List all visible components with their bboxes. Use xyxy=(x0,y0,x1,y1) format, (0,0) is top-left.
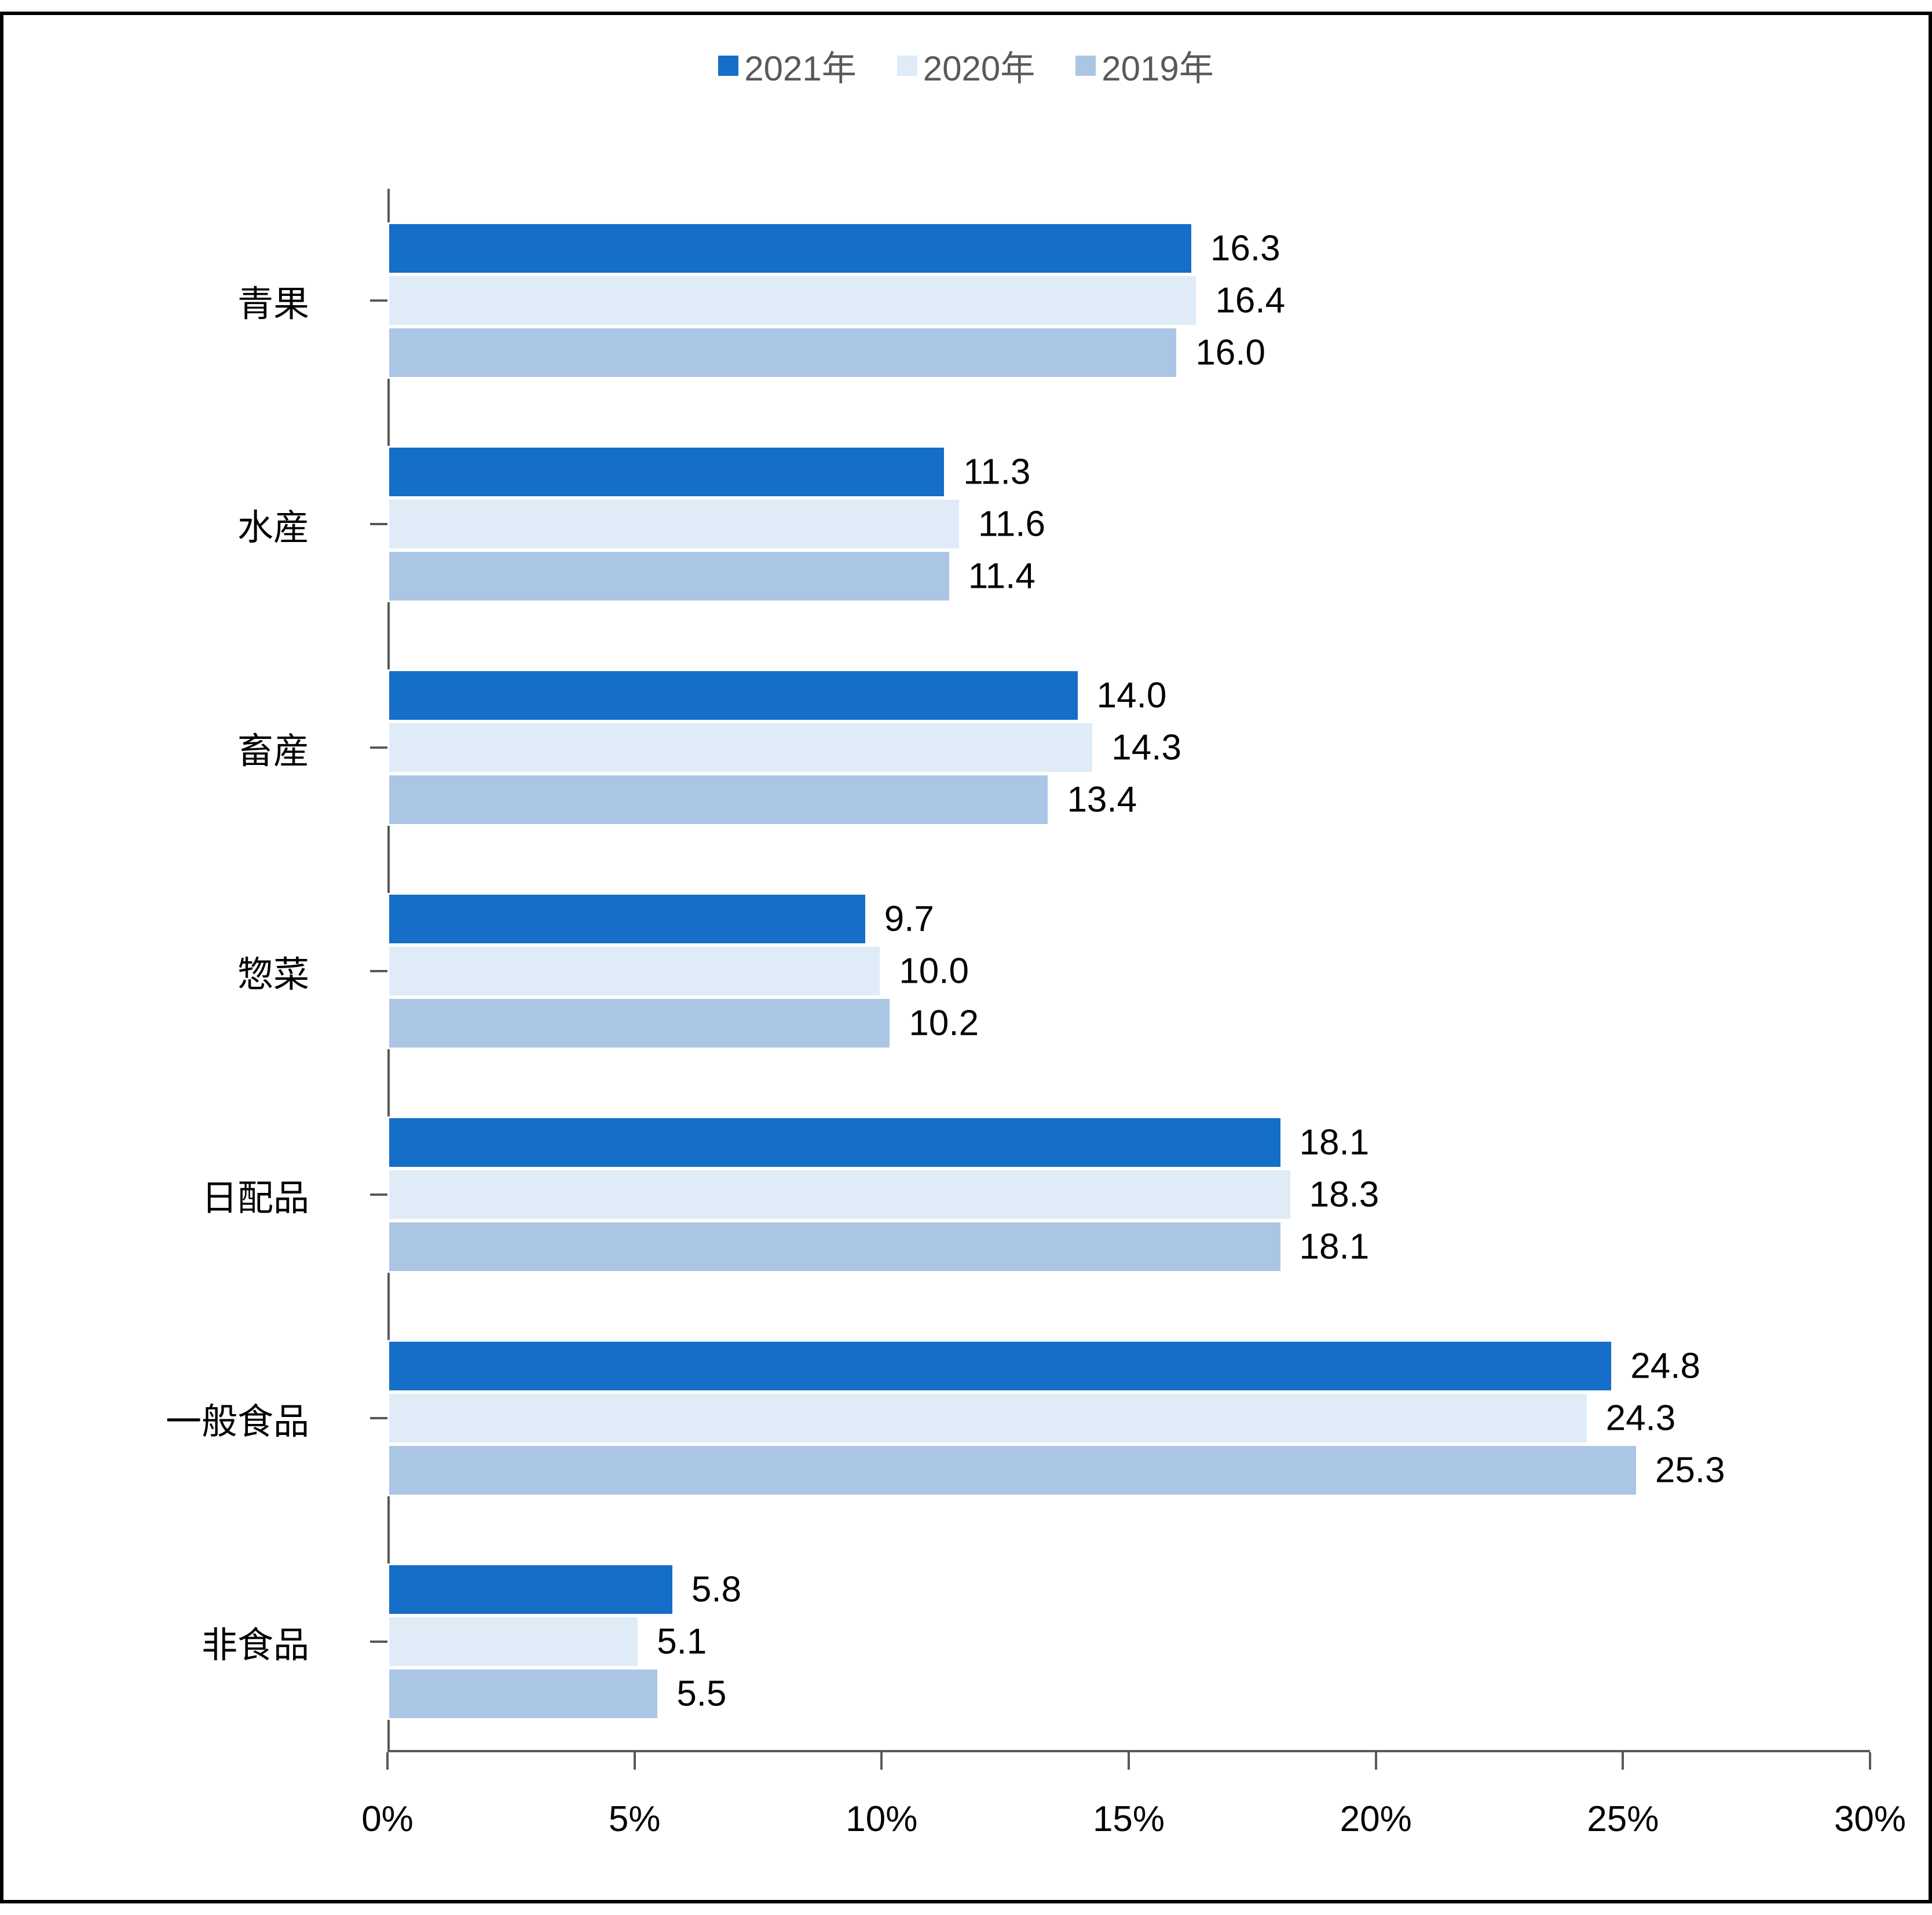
legend-swatch xyxy=(1075,56,1096,76)
plot-area: 0%5%10%15%20%25%30%青果16.316.416.0水産11.31… xyxy=(387,189,1870,1752)
bar-value-label: 16.4 xyxy=(1215,280,1285,321)
category-label: 一般食品 xyxy=(166,1392,309,1444)
category-label: 非食品 xyxy=(202,1616,309,1668)
y-tick xyxy=(370,970,387,972)
x-tick xyxy=(634,1752,636,1770)
bar-value-label: 10.2 xyxy=(909,1003,979,1044)
bar-value-label: 11.6 xyxy=(978,504,1045,545)
x-tick-label: 25% xyxy=(1587,1799,1659,1840)
legend-swatch xyxy=(897,56,917,76)
bar-value-label: 5.8 xyxy=(691,1569,741,1610)
legend-item: 2019年 xyxy=(1075,41,1213,91)
bar-value-label: 18.1 xyxy=(1300,1226,1370,1268)
bar xyxy=(387,1116,1282,1169)
bar-value-label: 18.1 xyxy=(1300,1122,1370,1163)
bar-value-label: 24.8 xyxy=(1630,1346,1700,1387)
x-tick-label: 0% xyxy=(361,1799,414,1840)
bar-value-label: 11.3 xyxy=(963,452,1030,493)
x-tick xyxy=(1128,1752,1130,1770)
legend: 2021年 2020年 2019年 xyxy=(3,41,1929,91)
legend-item: 2021年 xyxy=(718,41,856,91)
chart-frame: 2021年 2020年 2019年 0% 5% 10% 15% 20% 25% 30% 青果 16.3… xyxy=(0,12,1932,1903)
legend-label: 2019年 xyxy=(1102,41,1213,91)
bar-value-label: 5.5 xyxy=(676,1674,726,1715)
x-tick xyxy=(386,1752,389,1770)
bar xyxy=(387,722,1094,774)
x-tick-label: 15% xyxy=(1093,1799,1165,1840)
y-tick xyxy=(370,746,387,749)
bar xyxy=(387,669,1080,722)
bar-value-label: 11.4 xyxy=(968,556,1035,597)
bar-value-label: 9.7 xyxy=(884,899,934,940)
bar xyxy=(387,1340,1613,1392)
y-tick xyxy=(370,1417,387,1419)
bar-value-label: 16.3 xyxy=(1210,228,1280,269)
bar xyxy=(387,446,946,498)
bar xyxy=(387,1392,1589,1444)
category-label: 水産 xyxy=(237,498,309,550)
bar-value-label: 14.3 xyxy=(1111,727,1181,768)
y-tick xyxy=(370,299,387,302)
bar-value-label: 10.0 xyxy=(899,951,969,992)
bar-value-label: 5.1 xyxy=(657,1621,707,1663)
bar xyxy=(387,997,891,1049)
bar xyxy=(387,945,881,997)
legend-swatch xyxy=(718,56,738,76)
legend-item: 2020年 xyxy=(897,41,1035,91)
x-tick xyxy=(1622,1752,1624,1770)
bar-value-label: 25.3 xyxy=(1655,1450,1725,1491)
x-tick-label: 30% xyxy=(1834,1799,1906,1840)
bar xyxy=(387,1444,1638,1496)
y-tick xyxy=(370,1641,387,1643)
bar xyxy=(387,1564,674,1616)
bar xyxy=(387,327,1178,379)
bar xyxy=(387,498,961,550)
legend-label: 2020年 xyxy=(923,41,1035,91)
category-label: 惣菜 xyxy=(237,945,309,997)
x-tick xyxy=(1375,1752,1377,1770)
x-tick-label: 20% xyxy=(1340,1799,1412,1840)
x-tick xyxy=(1869,1752,1871,1770)
bar xyxy=(387,774,1049,826)
x-tick xyxy=(880,1752,883,1770)
bar-value-label: 16.0 xyxy=(1195,332,1265,374)
bar-value-label: 13.4 xyxy=(1067,779,1137,821)
bar xyxy=(387,274,1198,327)
bar xyxy=(387,1616,639,1668)
bar xyxy=(387,1668,659,1720)
y-tick xyxy=(370,1193,387,1196)
bar xyxy=(387,893,867,945)
x-tick-label: 10% xyxy=(846,1799,917,1840)
category-label: 青果 xyxy=(237,274,309,327)
category-label: 畜産 xyxy=(237,722,309,774)
bar-value-label: 24.3 xyxy=(1606,1398,1676,1439)
category-label: 日配品 xyxy=(202,1169,309,1221)
bar xyxy=(387,1221,1282,1273)
bar xyxy=(387,1169,1292,1221)
legend-label: 2021年 xyxy=(744,41,856,91)
bar-value-label: 14.0 xyxy=(1097,675,1167,716)
y-tick xyxy=(370,523,387,525)
bar xyxy=(387,222,1193,274)
x-tick-label: 5% xyxy=(609,1799,661,1840)
bar xyxy=(387,550,951,602)
bar-value-label: 18.3 xyxy=(1309,1174,1380,1215)
